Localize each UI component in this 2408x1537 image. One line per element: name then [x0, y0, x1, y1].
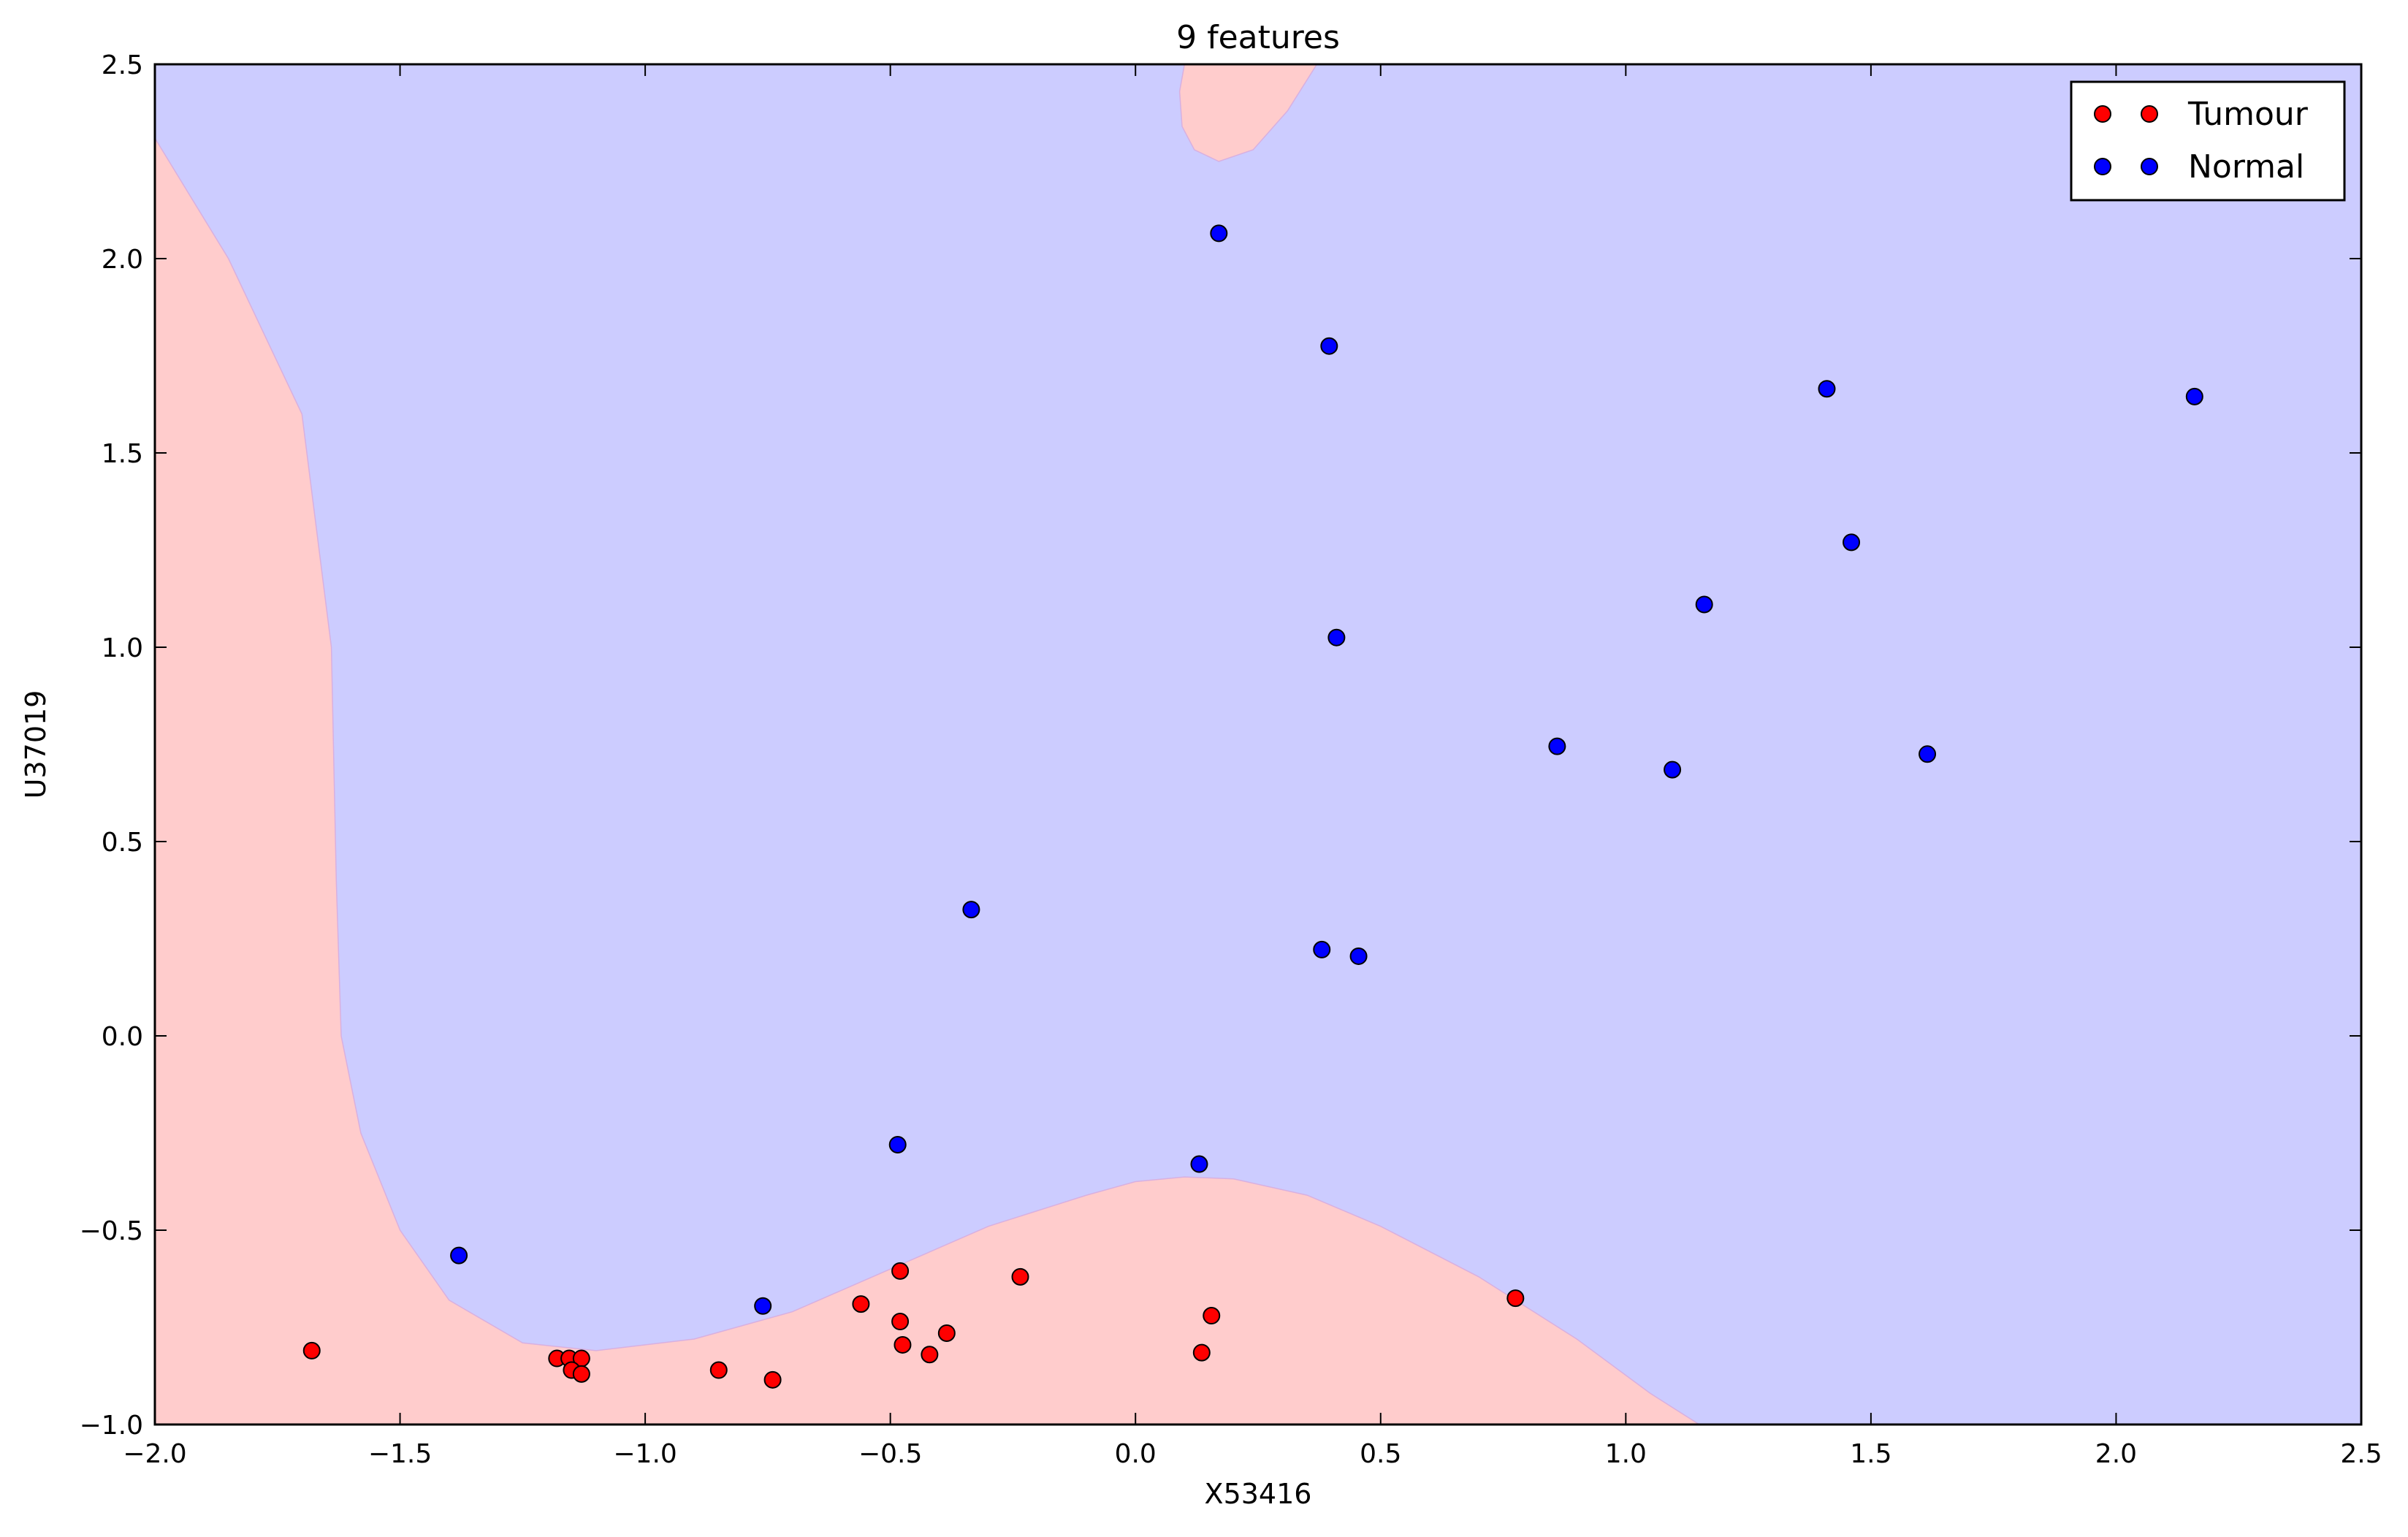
- x-tick-label: 1.5: [1850, 1439, 1891, 1469]
- x-tick-label: −0.5: [858, 1439, 922, 1469]
- point-normal: [1818, 380, 1836, 398]
- data-points: [302, 224, 2203, 1389]
- point-tumour: [302, 1341, 321, 1359]
- point-tumour: [1506, 1289, 1525, 1308]
- legend-marker-tumour: [2094, 105, 2111, 123]
- legend-label-normal: Normal: [2188, 148, 2304, 186]
- point-normal: [1548, 737, 1566, 755]
- y-tick-label: 1.0: [102, 633, 143, 663]
- point-normal: [1919, 745, 1937, 763]
- point-tumour: [1203, 1307, 1221, 1325]
- point-normal: [2185, 387, 2203, 405]
- legend-marker-tumour: [2141, 105, 2158, 123]
- point-normal: [1843, 533, 1861, 552]
- point-tumour: [891, 1313, 910, 1331]
- region-tumour-1: [1178, 64, 1318, 162]
- point-tumour: [1011, 1267, 1029, 1286]
- axes: −2.0 −1.5 −1.0 −0.5 0.0 0.5 1.0 1.5 2.0 2.5 −1.0 −0…: [80, 50, 2382, 1469]
- point-normal: [754, 1297, 772, 1315]
- plot-frame: [153, 63, 2363, 1426]
- chart-title: 9 features: [1176, 19, 1340, 56]
- point-normal: [1695, 595, 1713, 614]
- point-normal: [1327, 628, 1346, 647]
- x-tick-label: −1.5: [368, 1439, 432, 1469]
- x-axis-label: X53416: [1205, 1478, 1312, 1510]
- point-tumour: [763, 1370, 782, 1389]
- x-tick-label: 0.0: [1115, 1439, 1157, 1469]
- point-tumour: [852, 1295, 870, 1313]
- legend: Tumour Normal: [2070, 80, 2346, 202]
- x-tick-label: 2.0: [2095, 1439, 2137, 1469]
- point-normal: [450, 1246, 468, 1265]
- y-tick-label: −0.5: [80, 1216, 143, 1246]
- point-normal: [1313, 940, 1331, 958]
- point-normal: [1349, 947, 1368, 965]
- point-normal: [1320, 337, 1338, 355]
- region-tumour-0: [155, 137, 1701, 1425]
- x-tick-label: −2.0: [123, 1439, 186, 1469]
- point-normal: [1190, 1155, 1208, 1173]
- x-tick-label: 2.5: [2340, 1439, 2382, 1469]
- legend-label-tumour: Tumour: [2187, 96, 2309, 133]
- x-tick-label: 0.5: [1360, 1439, 1401, 1469]
- point-normal: [1210, 224, 1228, 243]
- y-tick-label: 0.0: [102, 1022, 143, 1052]
- legend-marker-normal: [2141, 158, 2158, 175]
- legend-marker-normal: [2094, 158, 2111, 175]
- y-axis-label: U37019: [20, 690, 52, 799]
- point-tumour: [1192, 1343, 1211, 1362]
- point-normal: [962, 901, 980, 919]
- point-tumour: [921, 1346, 939, 1364]
- point-normal: [1664, 760, 1682, 779]
- y-tick-label: 2.5: [102, 50, 143, 80]
- x-tick-label: −1.0: [613, 1439, 677, 1469]
- y-tick-label: −1.0: [80, 1411, 143, 1441]
- point-normal: [888, 1135, 907, 1153]
- point-tumour: [937, 1324, 956, 1342]
- point-tumour: [894, 1335, 912, 1354]
- legend-box: [2070, 80, 2346, 202]
- y-tick-label: 1.5: [102, 439, 143, 469]
- decision-regions: [155, 64, 2361, 1425]
- point-tumour: [572, 1365, 590, 1383]
- y-tick-label: 0.5: [102, 828, 143, 858]
- point-tumour: [891, 1262, 910, 1280]
- y-tick-label: 2.0: [102, 245, 143, 275]
- x-tick-label: 1.0: [1605, 1439, 1647, 1469]
- point-tumour: [709, 1361, 728, 1379]
